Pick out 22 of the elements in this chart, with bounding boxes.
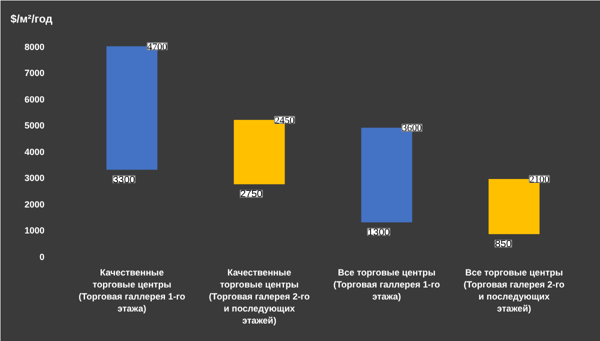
data-label: 2100 [529,174,550,186]
x-tick-label: Все торговые центры (Торговая галлерея 1-го этажа) [333,268,441,302]
y-tick-label: 4000 [24,146,45,157]
annotation: 3300 [112,174,136,186]
y-tick-label: 8000 [24,42,45,52]
annotation: 850 [494,239,512,250]
data-label: 2450 [274,115,295,126]
y-tick-label: 3000 [24,173,45,184]
y-axis-title: $/м²/год [10,14,53,26]
y-tick-label: 5000 [24,120,45,131]
y-tick-label: 7000 [24,68,45,78]
y-tick-label: 6000 [24,94,45,104]
y-tick-label: 1000 [24,226,45,236]
data-label: 4700 [147,42,168,53]
annotation: 1300 [368,227,390,238]
data-label: 3600 [402,123,422,134]
x-tick-label: Качественные торговые центры (Торговая галерея 2-го и последующих этажей) [208,268,310,326]
annotation: 2750 [240,189,263,200]
y-tick-label: 2000 [24,199,45,210]
x-tick-label: Все торговые центры (Торговая галерея 2-го и последующих этажей) [464,268,566,314]
x-tick-label: Качественные торговые центры (Торговая галлерея 1-го этажа) [78,268,186,314]
y-tick-label: 0 [39,252,45,262]
